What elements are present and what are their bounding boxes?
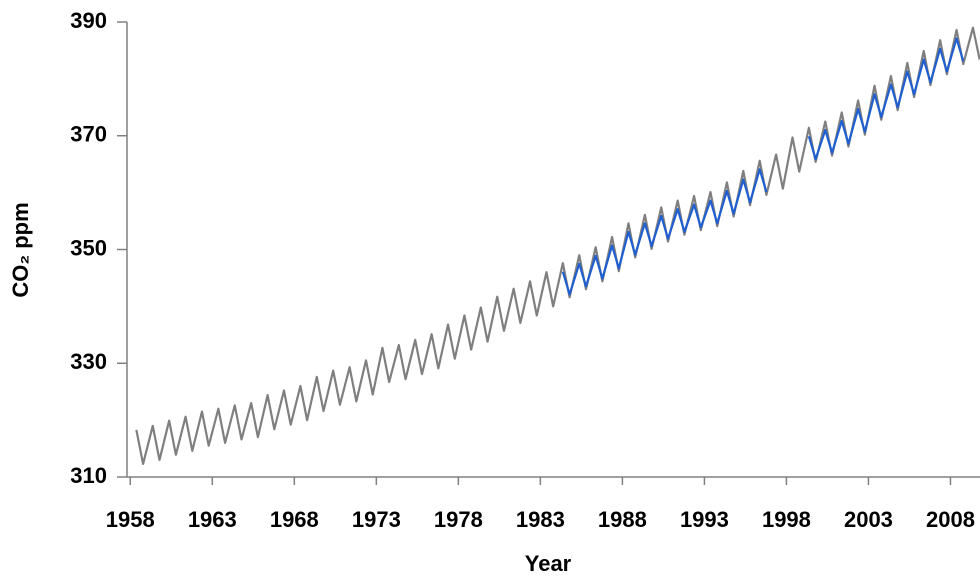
y-tick-label: 310: [70, 463, 107, 488]
x-tick-label: 1963: [188, 507, 237, 532]
x-tick-label: 1983: [516, 507, 565, 532]
y-axis-label: CO₂ ppm: [8, 202, 33, 297]
x-tick-label: 2008: [926, 507, 975, 532]
x-tick-label: 2003: [844, 507, 893, 532]
x-tick-label: 1958: [106, 507, 155, 532]
y-tick-label: 350: [70, 235, 107, 260]
x-tick-label: 1968: [270, 507, 319, 532]
data-line: [135, 26, 980, 466]
y-tick-label: 330: [70, 349, 107, 374]
x-tick-label: 1978: [434, 507, 483, 532]
x-axis-label: Year: [525, 551, 572, 576]
x-tick-label: 1998: [762, 507, 811, 532]
x-tick-label: 1973: [352, 507, 401, 532]
x-tick-label: 1993: [680, 507, 729, 532]
y-tick-label: 390: [70, 8, 107, 33]
y-tick-label: 370: [70, 122, 107, 147]
data-line: [561, 37, 965, 296]
x-tick-label: 1988: [598, 507, 647, 532]
